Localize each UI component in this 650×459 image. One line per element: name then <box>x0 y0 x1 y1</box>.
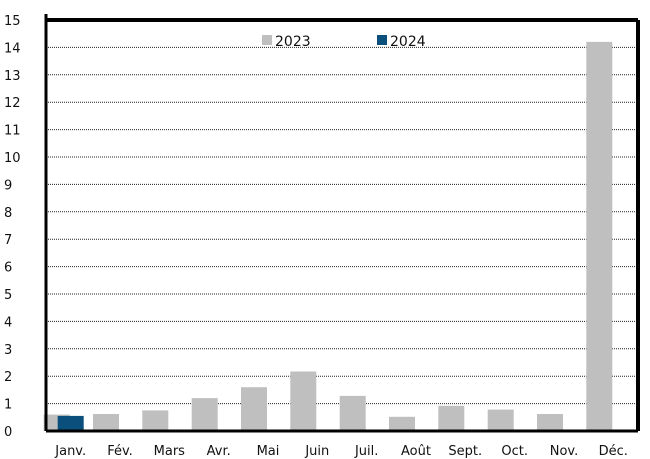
y-tick-label: 6 <box>4 261 12 276</box>
y-tick-label: 0 <box>4 425 12 440</box>
bar-2023-11 <box>586 41 613 432</box>
legend: 2023 2024 <box>262 34 426 50</box>
y-tick-label: 5 <box>4 288 12 303</box>
bar-2023-2 <box>142 410 169 431</box>
bar-2023-8 <box>438 405 465 431</box>
x-tick-label: Juil. <box>354 444 378 459</box>
bar-2023-3 <box>191 398 218 431</box>
y-tick-label: 13 <box>4 69 21 84</box>
legend-swatch-2023 <box>262 35 272 45</box>
bars <box>43 41 613 432</box>
x-tick-label: Oct. <box>501 444 528 459</box>
legend-label-2024: 2024 <box>390 34 426 50</box>
legend-label-2023: 2023 <box>275 34 311 50</box>
y-tick-label: 10 <box>4 151 21 166</box>
bar-2023-1 <box>93 414 119 431</box>
y-tick-label: 4 <box>4 315 12 330</box>
y-tick-label: 7 <box>4 233 12 248</box>
x-tick-label: Déc. <box>599 444 628 459</box>
bar-2023-7 <box>389 416 415 431</box>
axes <box>44 14 640 433</box>
bar-2023-6 <box>339 395 366 431</box>
bar-2023-5 <box>290 371 317 431</box>
x-tick-label: Juin <box>304 444 329 459</box>
y-tick-label: 3 <box>4 343 12 358</box>
x-tick-label: Janv. <box>54 444 86 459</box>
y-tick-label: 12 <box>4 96 21 111</box>
x-tick-label: Nov. <box>550 444 579 459</box>
y-tick-label: 15 <box>4 14 21 29</box>
x-tick-label: Avr. <box>207 444 231 459</box>
x-tick-label: Fév. <box>107 444 133 459</box>
y-tick-label: 1 <box>4 398 12 413</box>
x-tick-labels: Janv. Fév. Mars Avr. Mai Juin Juil. Août Sept. Oc… <box>54 444 628 459</box>
x-tick-label: Mai <box>257 444 280 459</box>
x-tick-label: Sept. <box>448 444 482 459</box>
x-tick-label: Mars <box>154 444 186 459</box>
gridlines <box>46 46 638 405</box>
x-tick-label: Août <box>401 444 431 459</box>
legend-swatch-2024 <box>377 35 387 45</box>
y-tick-label: 2 <box>4 370 12 385</box>
y-tick-label: 8 <box>4 206 12 221</box>
y-tick-label: 11 <box>4 124 21 139</box>
bar-2023-4 <box>241 387 267 431</box>
bar-2023-10 <box>537 414 563 431</box>
y-tick-label: 9 <box>4 178 12 193</box>
bar-2023-9 <box>487 409 514 431</box>
y-tick-label: 14 <box>4 41 21 56</box>
bar-2024-0 <box>57 415 84 431</box>
